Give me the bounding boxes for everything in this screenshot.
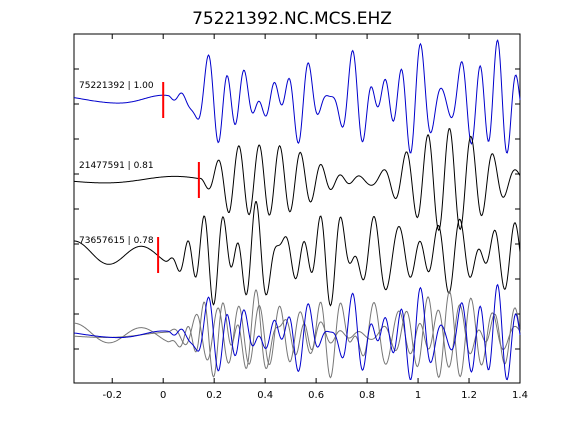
x-tick-label: 0.6 — [308, 390, 324, 401]
trace-label: 21477591 | 0.81 — [79, 161, 154, 171]
x-tick-label: 1 — [415, 390, 421, 401]
trace-line — [73, 127, 521, 232]
x-tick-label: 0.2 — [206, 390, 222, 401]
trace-label: 73657615 | 0.78 — [79, 236, 154, 246]
trace-line — [73, 201, 521, 307]
overlay-trace-line — [73, 289, 521, 379]
trace-label-group: 75221392 | 1.00 21477591 | 0.81 73657615 |… — [79, 81, 154, 246]
x-tick-label: 1.4 — [512, 390, 528, 401]
trace-line — [73, 39, 521, 154]
trace-label: 75221392 | 1.00 — [79, 81, 154, 91]
y-tick-marks — [74, 33, 520, 384]
chart-title: 75221392.NC.MCS.EHZ — [192, 9, 392, 29]
x-axis: -0.2 0 0.2 0.4 0.6 0.8 1 1.2 1.4 — [102, 34, 528, 401]
x-tick-label: 0 — [160, 390, 166, 401]
x-tick-label: 0.4 — [257, 390, 273, 401]
trace-group — [73, 39, 521, 307]
overlay-trace-group — [73, 283, 521, 381]
overlay-primary-trace-line — [73, 283, 521, 381]
x-tick-label: 1.2 — [461, 390, 477, 401]
x-tick-label: 0.8 — [359, 390, 375, 401]
x-tick-label: -0.2 — [102, 390, 122, 401]
overlay-trace-line — [73, 291, 521, 379]
